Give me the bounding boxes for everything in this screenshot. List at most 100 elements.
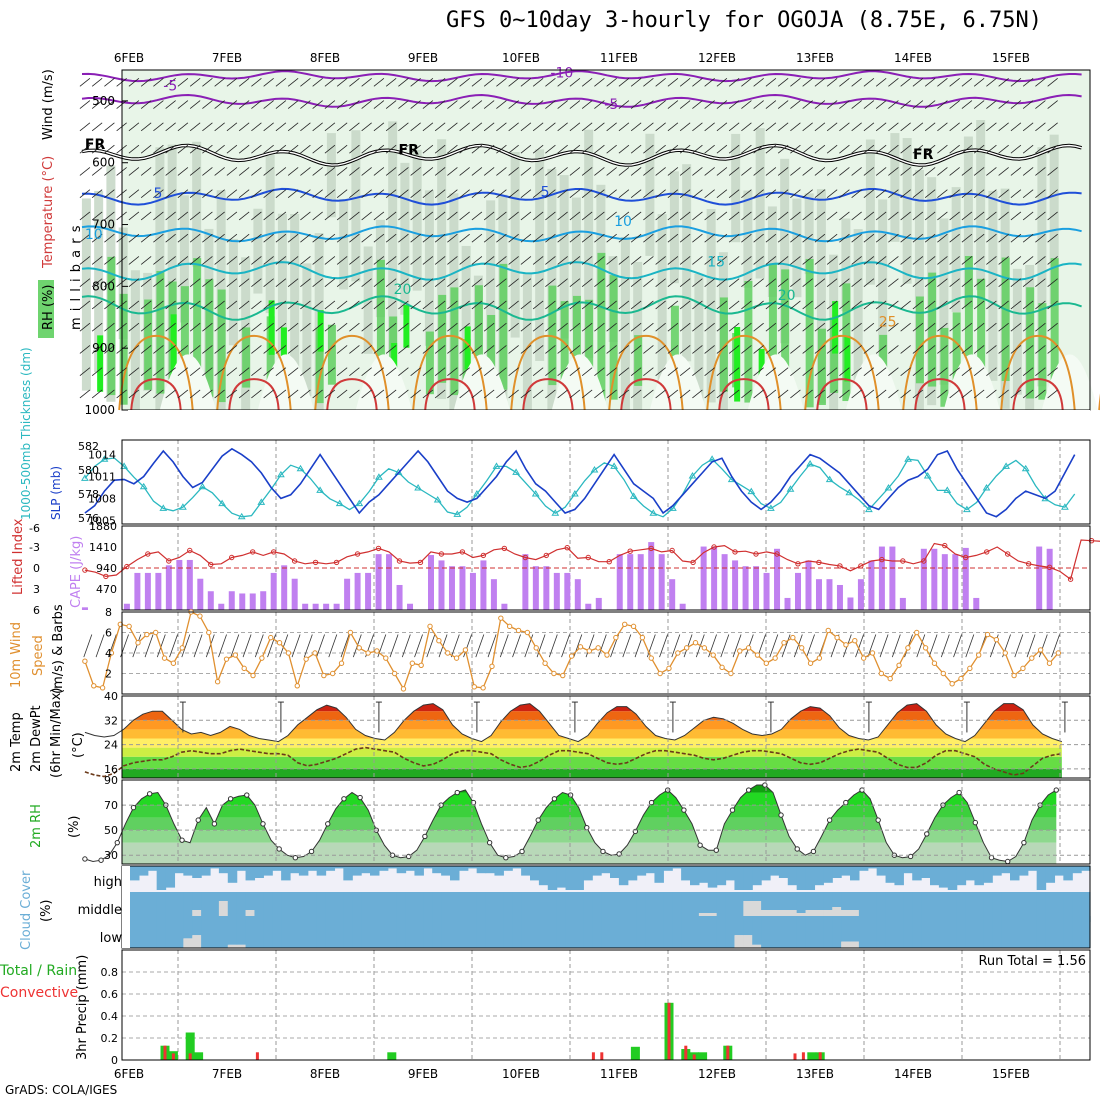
cloud-cell [218, 916, 229, 948]
wind-barb [643, 167, 654, 176]
wind-barb [483, 122, 495, 132]
wind-barb [459, 345, 470, 354]
cloud-cell [974, 892, 984, 922]
wind-speed-point [860, 655, 867, 661]
wind-barb [814, 278, 826, 287]
thickness-point [433, 496, 442, 503]
wind-barb [998, 278, 1009, 287]
cloud-cell [894, 866, 904, 886]
rh-point [98, 857, 104, 863]
wind-barb [410, 367, 421, 376]
wind-speed-point [984, 631, 991, 638]
wind-barb [287, 144, 299, 154]
cloud-cell [290, 866, 300, 874]
wind-barb [912, 367, 924, 376]
wind-barb [912, 256, 924, 265]
wind-barb [704, 144, 715, 154]
rh-patch [805, 258, 814, 408]
wind-barb [267, 634, 276, 658]
wind-barb [153, 100, 164, 109]
wind-barb [128, 256, 140, 265]
wind-barb [251, 300, 262, 310]
wind-barb [802, 367, 813, 376]
wind-barb [263, 167, 274, 176]
cloud-cell [378, 866, 389, 871]
wind-barb [643, 100, 654, 109]
wind-barb [238, 122, 250, 132]
wind-barb [891, 634, 901, 658]
wind-barb [888, 389, 899, 399]
cloud-cell [1001, 866, 1011, 874]
wind-barb [692, 189, 703, 198]
wind-barb [924, 256, 936, 265]
wind-barb [202, 233, 213, 243]
wind-barb [912, 345, 924, 354]
cloud-cell [938, 866, 949, 888]
wind-barb [251, 322, 262, 332]
wind-barb [373, 100, 385, 109]
wind-barb [704, 389, 715, 399]
wind-barb [251, 389, 262, 399]
wind-barb [765, 78, 777, 87]
cape-bar [637, 554, 644, 610]
wind-speed-point [896, 662, 902, 668]
wind-barb [998, 300, 1009, 310]
contour-label: 20 [394, 282, 412, 298]
contour-line [216, 334, 292, 411]
precip-total-bar [698, 1052, 708, 1060]
wind-barb [140, 278, 152, 287]
wind-barb [140, 322, 152, 332]
wind-speed-point [259, 655, 265, 661]
wind-barb [483, 78, 495, 87]
wind-barb [410, 345, 421, 354]
axis-label: 2m Temp [9, 712, 24, 772]
precip-total-bar [185, 1032, 195, 1060]
wind-barb [581, 233, 593, 243]
cloud-cell [1063, 916, 1073, 948]
wind-barb [324, 233, 336, 243]
cape-bar [239, 593, 246, 610]
wind-barb [728, 144, 740, 154]
wind-barb [532, 345, 544, 354]
wind-barb [1014, 634, 1024, 658]
wind-barb [300, 300, 311, 310]
wind-barb [336, 189, 348, 198]
cloud-cell [476, 916, 487, 948]
cloud-cell [272, 916, 282, 948]
wind-barb [790, 78, 801, 87]
wind-barb [361, 300, 372, 310]
cloud-cell [405, 866, 416, 871]
wind-barb [581, 345, 593, 354]
wind-barb [851, 211, 862, 221]
cape-bar [144, 572, 151, 610]
cape-bar [836, 584, 843, 610]
wind-barb [998, 144, 1009, 154]
wind-barb [226, 122, 238, 132]
wind-speed-point [152, 629, 159, 636]
cloud-cell [485, 916, 496, 948]
wind-barb [594, 78, 605, 87]
cloud-cell [1018, 866, 1029, 876]
wind-barb [459, 322, 470, 332]
thickness-point [512, 468, 520, 475]
wind-barb [704, 211, 715, 221]
cloud-cell [716, 892, 727, 916]
wind-barb [777, 167, 789, 176]
wind-barb [953, 634, 962, 658]
wind-barb [1047, 189, 1058, 198]
wind-barb [287, 367, 299, 376]
wind-barb [741, 122, 752, 132]
wind-barb [949, 345, 960, 354]
wind-barb [606, 367, 617, 376]
wind-barb [790, 100, 801, 109]
wind-barb [716, 278, 728, 287]
wind-barb [336, 211, 348, 221]
wind-barb [508, 233, 519, 243]
wind-barb [91, 144, 103, 154]
wind-barb [520, 144, 532, 154]
wind-barb [1035, 389, 1046, 399]
rh-point [341, 796, 347, 802]
wind-barb [622, 634, 632, 658]
wind-barb [777, 367, 789, 376]
wind-barb [496, 144, 507, 154]
